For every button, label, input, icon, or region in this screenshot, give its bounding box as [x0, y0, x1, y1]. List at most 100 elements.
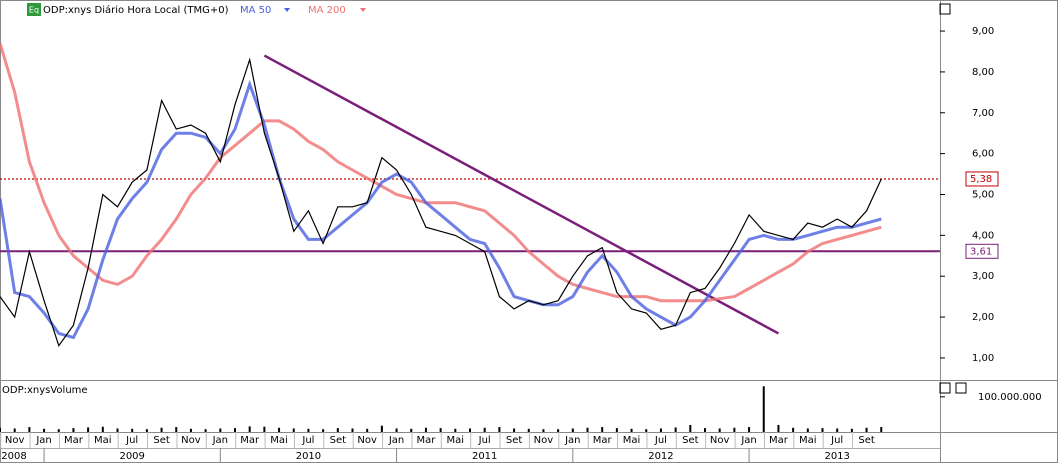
volume-bar [513, 428, 516, 432]
volume-bar [704, 428, 706, 432]
volume-bar [189, 428, 192, 432]
year-label: 2008 [1, 451, 26, 462]
volume-bar [748, 427, 751, 432]
x-tick-label: Mai [94, 435, 112, 446]
legend-entry[interactable]: MA 200 [308, 5, 346, 16]
x-tick-label: Set [330, 435, 347, 446]
x-tick-label: Mar [64, 435, 84, 446]
volume-bar [219, 428, 222, 432]
trendline [263, 54, 780, 335]
legend-entry[interactable]: MA 50 [240, 5, 271, 16]
volume-bar [498, 427, 501, 432]
price-marker [965, 171, 999, 187]
year-label: 2010 [296, 451, 321, 462]
volume-bar [410, 428, 413, 432]
x-tick-label: Mai [799, 435, 817, 446]
y-tick-label: 4,00 [972, 230, 994, 241]
x-tick-label: Jan [35, 435, 51, 446]
volume-bar [101, 426, 104, 432]
price-line [0, 57, 882, 348]
volume-bar [615, 428, 618, 432]
volume-bar [557, 429, 560, 432]
volume-bar [175, 427, 178, 432]
volume-bar [836, 428, 839, 432]
volume-bar [0, 427, 1, 432]
moving-average-line [0, 79, 882, 340]
x-tick-label: Jan [388, 435, 404, 446]
y-tick-label: 6,00 [972, 149, 994, 160]
volume-bar [806, 428, 809, 432]
volume-bar [204, 429, 207, 432]
volume-bar [439, 428, 442, 432]
volume-bar [322, 429, 325, 432]
volume-bar [762, 386, 765, 432]
y-tick-label: 8,00 [972, 67, 994, 78]
volume-bar [145, 429, 148, 432]
x-tick-label: Nov [181, 435, 201, 446]
eq-icon[interactable] [27, 3, 41, 16]
volume-bar [336, 428, 339, 432]
volume-bar [278, 427, 281, 432]
price-marker-label: 3,61 [970, 246, 992, 257]
price-marker [965, 243, 999, 259]
volume-bar [28, 427, 31, 432]
x-tick-label: Set [506, 435, 523, 446]
volume-label: ODP:xnysVolume [2, 385, 88, 396]
volume-bar [116, 428, 119, 432]
year-label: 2011 [472, 451, 497, 462]
x-tick-label: Jan [564, 435, 580, 446]
y-tick-label: 1,00 [972, 353, 994, 364]
volume-bar [659, 428, 662, 432]
volume-bar [469, 428, 471, 432]
volume-bar [160, 427, 163, 432]
volume-bar [87, 427, 90, 432]
volume-bar [865, 427, 868, 432]
x-tick-label: Jan [212, 435, 228, 446]
x-tick-label: Set [682, 435, 699, 446]
volume-bar [454, 428, 457, 432]
maximize-button[interactable] [939, 3, 951, 15]
eq-label: Eq [29, 6, 39, 15]
y-tick-label: 2,00 [972, 312, 994, 323]
volume-bar [792, 427, 795, 432]
x-tick-label: Mar [593, 435, 613, 446]
x-tick-label: Nov [357, 435, 377, 446]
volume-bar [718, 428, 721, 432]
volume-bar [57, 429, 60, 432]
volume-bar [821, 428, 824, 432]
y-tick-label: 100.000.000 [978, 392, 1042, 403]
volume-bar [586, 427, 589, 432]
x-tick-label: Nov [5, 435, 25, 446]
volume-bar [483, 427, 486, 432]
volume-bar [366, 428, 369, 432]
x-tick-label: Jul [125, 435, 138, 446]
volume-bar [263, 426, 266, 432]
close-button[interactable] [955, 382, 967, 394]
x-tick-label: Nov [534, 435, 554, 446]
volume-bar [733, 427, 736, 432]
x-tick-label: Mar [417, 435, 437, 446]
x-tick-label: Mai [270, 435, 288, 446]
volume-bar [424, 427, 427, 432]
x-tick-label: Jul [830, 435, 843, 446]
symbol-label[interactable]: ODP:xnys Diário Hora Local (TMG+0) [43, 4, 229, 16]
moving-average-line [0, 42, 882, 303]
volume-bar [542, 429, 545, 432]
x-tick-label: Jul [478, 435, 491, 446]
y-tick-label: 7,00 [972, 108, 994, 119]
volume-bar [248, 426, 251, 432]
legend-dropdown [360, 8, 366, 12]
x-tick-label: Mai [623, 435, 641, 446]
y-tick-label: 5,00 [972, 189, 994, 200]
volume-bar [380, 425, 383, 432]
x-tick-label: Jan [740, 435, 756, 446]
volume-bar [527, 428, 530, 432]
x-tick-label: Jul [301, 435, 314, 446]
volume-bar [850, 428, 853, 432]
volume-bar [674, 427, 677, 432]
volume-bar [351, 428, 354, 432]
year-label: 2013 [824, 451, 849, 462]
maximize-button[interactable] [939, 382, 951, 394]
volume-bar [601, 427, 604, 432]
